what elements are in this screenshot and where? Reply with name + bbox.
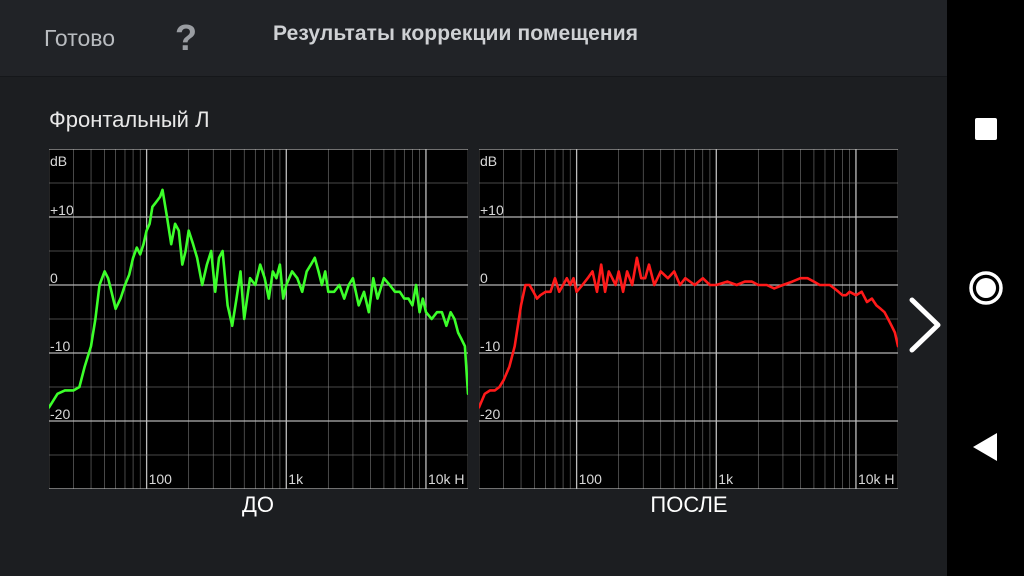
after-y-tick-label: +10 (480, 202, 504, 218)
before-y-tick-label: -20 (50, 406, 70, 422)
before-x-tick-label: 1k (288, 471, 304, 487)
before-y-tick-label: 0 (50, 270, 58, 286)
chevron-right-icon (909, 297, 941, 353)
before-x-tick-label: 10k H (428, 471, 465, 487)
back-button[interactable] (961, 422, 1011, 472)
next-button[interactable] (900, 290, 946, 360)
top-bar: Готово ? Результаты коррекции помещения (0, 0, 947, 77)
after-y-tick-label: -10 (480, 338, 500, 354)
done-button[interactable]: Готово (30, 18, 129, 58)
system-nav-bar (947, 0, 1024, 576)
before-series-line (49, 188, 468, 409)
page-title: Результаты коррекции помещения (273, 22, 639, 45)
before-x-tick-label: 100 (149, 471, 173, 487)
after-series-line (479, 256, 898, 409)
after-x-tick-label: 10k H (858, 471, 895, 487)
before-y-tick-label: +10 (50, 202, 74, 218)
recents-button[interactable] (961, 104, 1011, 154)
square-icon (975, 118, 997, 140)
chart-caption-before: ДО (241, 492, 274, 517)
triangle-back-icon (973, 433, 997, 461)
home-button[interactable] (961, 263, 1011, 313)
after-x-tick-label: 100 (579, 471, 603, 487)
chart-before: dB +10 0 -10 -20 100 1k 10k H (49, 149, 468, 489)
before-grid-horizontal (49, 149, 468, 489)
help-button[interactable]: ? (175, 17, 197, 58)
app-window: Готово ? Результаты коррекции помещения … (0, 0, 947, 517)
speaker-label: Фронтальный Л (49, 107, 210, 132)
after-x-tick-label: 1k (718, 471, 734, 487)
before-ylabel: dB (50, 153, 67, 169)
after-y-tick-label: -20 (480, 406, 500, 422)
circle-icon (969, 271, 1003, 305)
after-grid-horizontal (479, 149, 898, 489)
chart-after: dB +10 0 -10 -20 100 1k 10k H (479, 149, 898, 489)
after-ylabel: dB (480, 153, 497, 169)
before-y-tick-label: -10 (50, 338, 70, 354)
after-y-tick-label: 0 (480, 270, 488, 286)
chart-caption-after: ПОСЛЕ (650, 492, 728, 517)
